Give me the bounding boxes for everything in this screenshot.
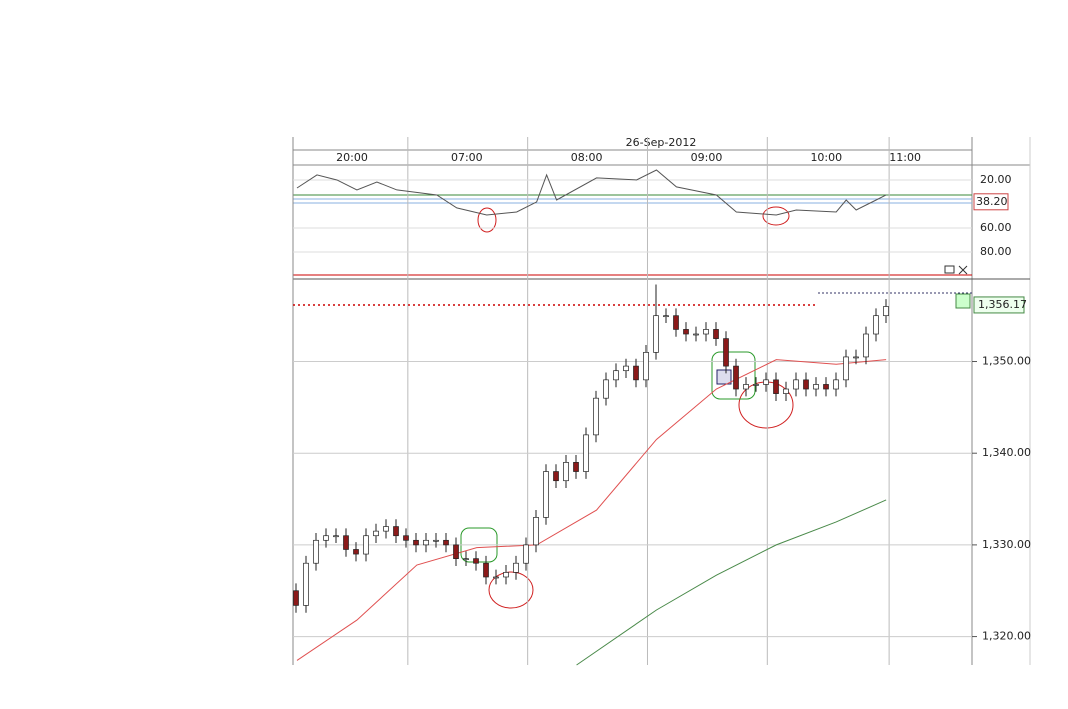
candle-body	[503, 572, 509, 578]
candle-body	[373, 530, 379, 537]
candle-body	[733, 365, 739, 390]
candle-body	[463, 558, 469, 560]
y-tick-label: 80.00	[980, 245, 1012, 258]
candle-body	[833, 379, 839, 390]
x-tick-label: 20:00	[336, 151, 368, 164]
candle-body	[563, 462, 569, 482]
candle-body	[583, 434, 589, 472]
chart-frame	[293, 137, 1030, 665]
candle-body	[753, 384, 759, 386]
candle-body	[703, 329, 709, 335]
candle-body	[423, 539, 429, 546]
candle-body	[663, 315, 669, 318]
x-tick-label: 07:00	[451, 151, 483, 164]
candle-body	[543, 471, 549, 518]
candle-body	[713, 329, 719, 339]
candle-body	[643, 351, 649, 381]
candle-body	[363, 535, 369, 555]
candle-body	[343, 535, 349, 550]
candle-body	[523, 544, 529, 564]
candle-body	[313, 539, 319, 564]
candle-body	[673, 315, 679, 330]
last-price-label: 1,356.17	[978, 298, 1027, 311]
candle-body	[813, 384, 819, 390]
candle-body	[793, 379, 799, 390]
y-tick-label: 1,330.00	[982, 538, 1031, 551]
y-tick-label: 60.00	[980, 221, 1012, 234]
candle-body	[553, 471, 559, 482]
candle-body	[693, 333, 699, 336]
candle-body	[613, 370, 619, 381]
annotation-box	[711, 351, 756, 400]
candle-body	[433, 539, 439, 542]
candle-body	[533, 517, 539, 546]
candle-body	[803, 379, 809, 390]
trade-icon[interactable]	[955, 293, 971, 309]
moving-average	[296, 359, 887, 661]
candle-body	[823, 384, 829, 390]
x-tick-label: 09:00	[691, 151, 723, 164]
y-tick-label: 1,340.00	[982, 446, 1031, 459]
candle-body	[353, 549, 359, 555]
candle-body	[513, 562, 519, 573]
candle-body	[603, 379, 609, 399]
candle-body	[653, 315, 659, 353]
y-tick-label: 20.00	[980, 173, 1012, 186]
annotation-circle	[762, 206, 790, 226]
candle-body	[883, 306, 889, 317]
candle-body	[303, 562, 309, 606]
candle-body	[443, 539, 449, 546]
candle-body	[623, 365, 629, 372]
maximize-button[interactable]	[944, 265, 955, 274]
candle-body	[493, 576, 499, 579]
annotation-circle	[488, 571, 534, 609]
trade-icon[interactable]	[716, 369, 732, 385]
candle-body	[413, 539, 419, 546]
candle-body	[743, 384, 749, 390]
candle-body	[873, 315, 879, 335]
last-price-box	[973, 296, 1025, 314]
candle-body	[763, 379, 769, 385]
date-label: 26-Sep-2012	[626, 136, 697, 149]
candle-body	[863, 333, 869, 358]
indicator-value-label: 38.20	[976, 195, 1008, 208]
candle-body	[453, 544, 459, 559]
marks: 20:00 07:00 08:00 09:00 10:00 11:00 1,320.00 1,…	[292, 137, 1031, 666]
candle-body	[593, 397, 599, 436]
x-tick-label: 10:00	[810, 151, 842, 164]
candle-body	[383, 526, 389, 532]
candle-body	[473, 558, 479, 564]
candle-body	[843, 356, 849, 381]
y-tick-label: 1,350.00	[982, 355, 1031, 368]
candle-body	[683, 329, 689, 335]
candle-body	[333, 535, 339, 538]
candle-body	[483, 562, 489, 578]
close-button[interactable]	[958, 265, 968, 275]
candle-body	[323, 535, 329, 541]
x-tick-label: 11:00	[889, 151, 921, 164]
candle-body	[633, 365, 639, 381]
candle-body	[723, 338, 729, 367]
annotation-circle	[477, 207, 497, 233]
candle-body	[403, 535, 409, 541]
x-tick-label: 08:00	[571, 151, 603, 164]
indicator-line	[296, 169, 887, 216]
moving-average	[576, 499, 887, 666]
candle-body	[783, 388, 789, 394]
candle-body	[393, 526, 399, 537]
candle-body	[293, 590, 299, 606]
candle-body	[573, 462, 579, 472]
candle-body	[773, 379, 779, 394]
y-tick-label: 1,320.00	[982, 630, 1031, 643]
indicator-value-box	[973, 193, 1009, 211]
candle-body	[853, 356, 859, 359]
